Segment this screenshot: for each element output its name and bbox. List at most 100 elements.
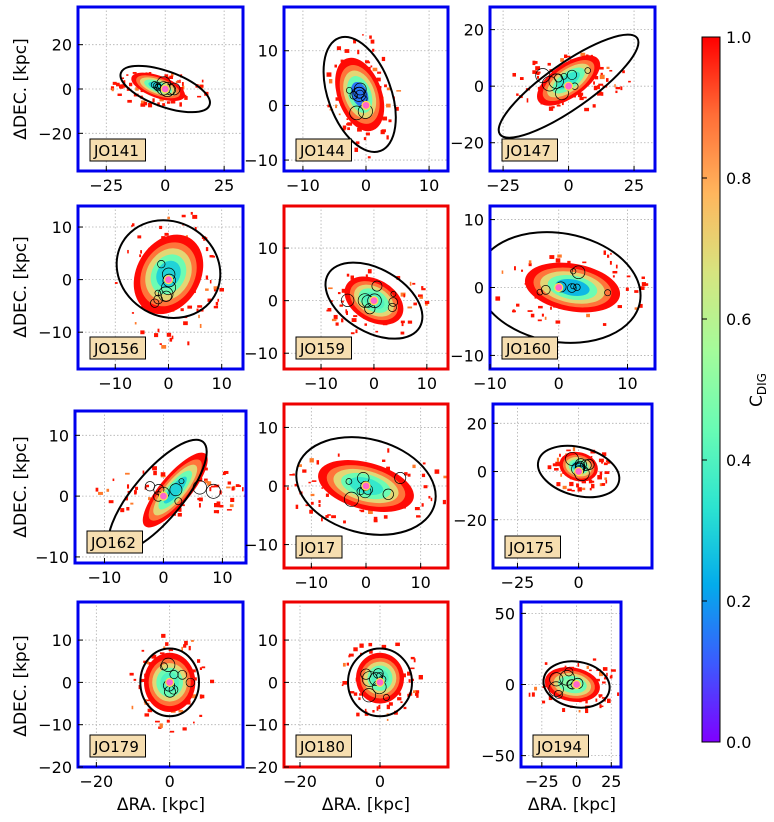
dig-pixel xyxy=(199,667,202,671)
dig-pixel xyxy=(421,473,426,478)
dig-pixel xyxy=(160,472,166,477)
panel-JO144: −10 0 10 −10 0 10 JO144 xyxy=(244,5,450,195)
dig-pixel xyxy=(612,270,618,274)
colorbar: 0.0 0.2 0.4 0.6 0.8 1.0 CDIG xyxy=(701,28,769,752)
dig-pixel xyxy=(127,249,129,254)
dig-pixel xyxy=(207,298,212,302)
hii-region-circle xyxy=(570,283,577,290)
dig-pixel xyxy=(219,504,224,508)
dig-pixel xyxy=(341,684,344,687)
x-tick-label: −10 xyxy=(294,573,328,592)
dig-pixel xyxy=(362,34,364,36)
dig-pixel xyxy=(382,116,388,121)
dig-pixel xyxy=(137,235,142,239)
dig-pixel xyxy=(297,464,302,467)
dig-pixel xyxy=(355,141,360,145)
galaxy-label: JO17 xyxy=(299,539,335,557)
hii-region-circle xyxy=(345,478,353,485)
dig-pixel xyxy=(217,298,220,302)
dig-pixel xyxy=(141,305,144,309)
dig-pixel xyxy=(641,276,645,280)
dig-pixel xyxy=(353,39,357,44)
y-tick-label: 10 xyxy=(258,42,278,61)
dig-pixel xyxy=(110,86,115,91)
dig-pixel xyxy=(192,214,198,219)
dig-pixel xyxy=(410,667,415,670)
dig-pixel xyxy=(235,484,240,488)
dig-pixel xyxy=(214,502,219,508)
dig-pixel xyxy=(106,488,110,492)
dig-pixel xyxy=(121,77,125,79)
galaxy-label-box xyxy=(295,336,352,360)
dig-pixel xyxy=(368,642,373,647)
dig-pixel xyxy=(132,71,137,74)
dig-pixel xyxy=(532,70,537,74)
galaxy-label-box xyxy=(295,535,343,559)
panel-plot-area xyxy=(284,404,448,568)
galaxy-label: JO194 xyxy=(536,738,582,756)
dig-pixel xyxy=(381,644,387,650)
dig-pixel xyxy=(321,517,323,522)
dig-pixel xyxy=(354,147,359,152)
hii-region-circle xyxy=(583,458,595,470)
hii-region-circle xyxy=(356,487,365,496)
hii-region-core xyxy=(555,278,590,297)
dig-pixel xyxy=(400,701,403,704)
dig-pixel xyxy=(536,72,540,76)
panel-JO17: −10 0 10 −10 0 10 JO17 xyxy=(244,402,450,592)
dig-pixel xyxy=(181,214,186,218)
dig-pixel xyxy=(325,493,329,497)
stellar-contour xyxy=(115,219,222,319)
dig-pixel xyxy=(143,101,148,106)
y-tick-label: 10 xyxy=(464,211,484,230)
dig-pixel xyxy=(344,49,350,53)
dig-pixel xyxy=(388,702,393,706)
galaxy-label: JO180 xyxy=(299,738,345,756)
galaxy-center-marker xyxy=(361,100,371,111)
dig-pixel xyxy=(129,672,134,676)
dig-pixel xyxy=(351,318,357,323)
dig-pixel xyxy=(341,300,344,303)
hii-region-circle xyxy=(535,68,551,84)
dig-pixel xyxy=(380,130,385,135)
dig-pixel xyxy=(577,92,583,98)
dig-pixel xyxy=(595,698,598,702)
dig-pixel xyxy=(378,704,381,710)
dig-pixel xyxy=(606,672,608,677)
dig-pixel xyxy=(201,79,204,83)
dig-pixel xyxy=(120,508,125,513)
dig-pixel xyxy=(350,275,354,280)
galaxy-label-box xyxy=(504,535,561,559)
dig-pixel xyxy=(238,485,241,488)
panel-JO147: −25 0 25 −20 0 20 JO147 xyxy=(450,5,657,195)
galaxy-center-marker xyxy=(160,84,170,94)
hii-region-circle xyxy=(153,294,163,305)
dig-pixel xyxy=(601,697,607,699)
dig-pixel xyxy=(164,232,169,236)
dig-pixel xyxy=(586,313,590,318)
dig-pixel xyxy=(376,77,381,82)
dig-pixel xyxy=(196,308,199,312)
dig-pixel xyxy=(321,487,324,489)
galaxy-center-marker xyxy=(361,481,371,491)
hii-region-circle xyxy=(584,67,591,74)
y-tick-label: −10 xyxy=(35,548,69,567)
dig-pixel xyxy=(318,500,321,503)
hii-region-circle xyxy=(353,82,367,96)
dig-pixel xyxy=(213,305,219,309)
galaxy-label: JO147 xyxy=(505,142,551,160)
dig-pixel xyxy=(581,92,584,96)
panel-plot-area xyxy=(493,404,652,568)
dig-pixel xyxy=(599,483,602,487)
dig-pixel xyxy=(191,694,197,699)
dig-pixel xyxy=(331,515,336,519)
dig-pixel xyxy=(198,503,201,508)
dig-pixel xyxy=(339,304,344,307)
dig-pixel xyxy=(604,471,610,474)
dig-pixel xyxy=(166,101,170,104)
dig-pixel xyxy=(634,307,638,310)
dig-pixel xyxy=(331,318,337,322)
dig-pixel xyxy=(316,460,320,465)
dig-pixel xyxy=(645,283,649,286)
dig-pixel xyxy=(557,102,560,106)
